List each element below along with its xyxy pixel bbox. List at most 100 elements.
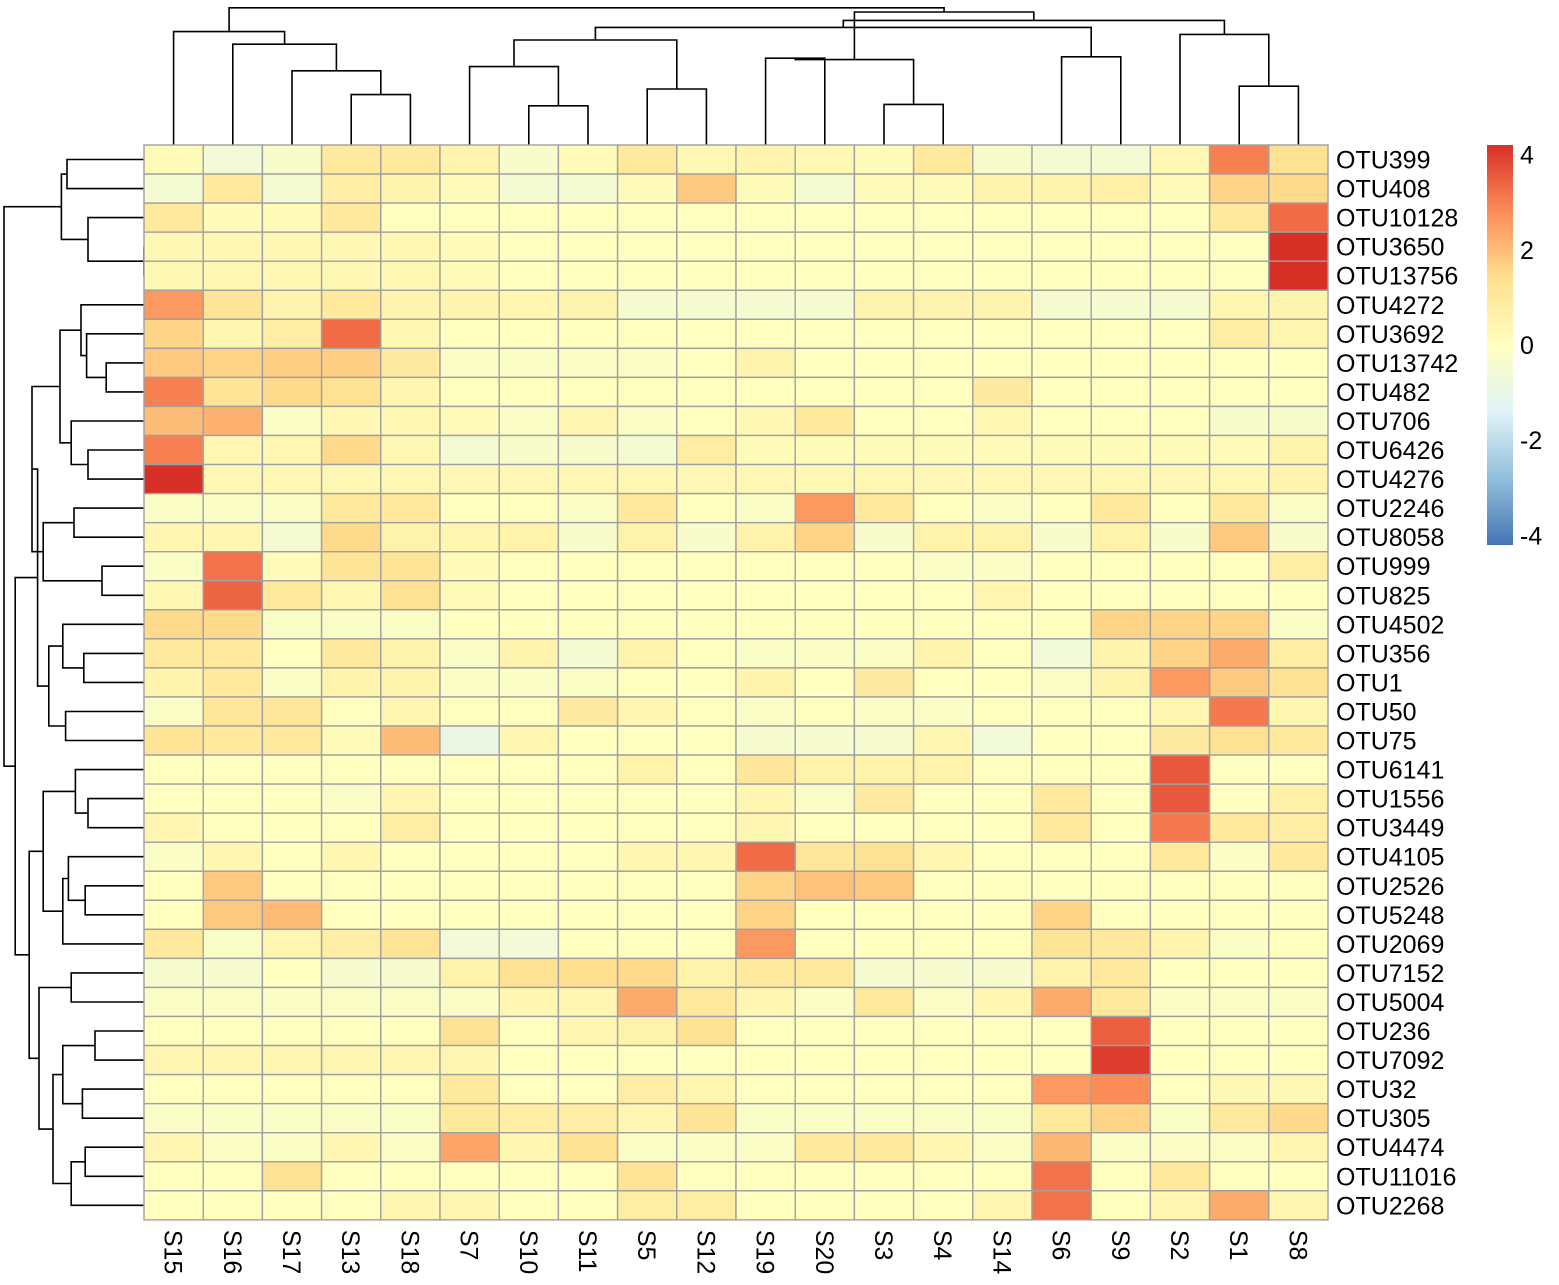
heatmap-cell-OTU13742-S15 xyxy=(143,347,204,379)
row-label: OTU1556 xyxy=(1336,786,1444,814)
heatmap-cell-OTU5004-S4 xyxy=(912,986,974,1018)
heatmap-cell-OTU356-S13 xyxy=(320,638,382,669)
heatmap-cell-OTU4474-S4 xyxy=(912,1131,974,1163)
heatmap-cell-OTU10128-S8 xyxy=(1268,202,1329,233)
heatmap-cell-OTU2069-S17 xyxy=(261,928,323,960)
heatmap-cell-OTU4276-S9 xyxy=(1090,463,1152,495)
heatmap-cell-OTU4474-S13 xyxy=(320,1131,382,1163)
heatmap-cell-OTU482-S11 xyxy=(557,376,619,408)
heatmap-cell-OTU3650-S19 xyxy=(735,231,796,262)
heatmap-cell-OTU825-S16 xyxy=(202,580,264,611)
heatmap-cell-OTU11016-S13 xyxy=(320,1161,382,1192)
heatmap-cell-OTU4474-S15 xyxy=(143,1131,204,1163)
heatmap-cell-OTU5248-S11 xyxy=(557,899,619,931)
heatmap-cell-OTU11016-S9 xyxy=(1090,1161,1152,1192)
heatmap-cell-OTU4272-S17 xyxy=(261,289,323,320)
heatmap-cell-OTU999-S15 xyxy=(143,551,204,582)
heatmap-cell-OTU4502-S1 xyxy=(1208,609,1270,640)
row-label: OTU4276 xyxy=(1336,466,1444,494)
heatmap-cell-OTU5004-S17 xyxy=(261,986,323,1018)
heatmap-cell-OTU4502-S5 xyxy=(616,609,678,640)
dendrogram-branch xyxy=(646,88,708,145)
heatmap-cell-OTU4474-S20 xyxy=(794,1131,856,1163)
heatmap-cell-OTU3449-S19 xyxy=(735,812,796,843)
heatmap-cell-OTU1-S13 xyxy=(320,667,382,698)
heatmap-cell-OTU10128-S20 xyxy=(794,202,856,233)
heatmap-cell-OTU8058-S20 xyxy=(794,521,856,553)
heatmap-cell-OTU236-S7 xyxy=(439,1015,500,1047)
row-label: OTU2526 xyxy=(1336,873,1444,901)
heatmap-cell-OTU4276-S20 xyxy=(794,463,856,495)
heatmap-cell-OTU8058-S5 xyxy=(616,521,678,553)
heatmap-cell-OTU4502-S6 xyxy=(1031,609,1092,640)
heatmap-cell-OTU50-S18 xyxy=(380,696,441,727)
heatmap-cell-OTU6426-S9 xyxy=(1090,434,1152,466)
heatmap-cell-OTU356-S11 xyxy=(557,638,619,669)
heatmap-cell-OTU7152-S3 xyxy=(853,957,915,989)
heatmap-cell-OTU11016-S18 xyxy=(380,1161,441,1192)
heatmap-cell-OTU356-S3 xyxy=(853,638,915,669)
heatmap-cell-OTU3692-S10 xyxy=(498,318,560,350)
heatmap-cell-OTU75-S15 xyxy=(143,725,204,756)
heatmap-cell-OTU3692-S7 xyxy=(439,318,500,350)
heatmap-cell-OTU4474-S18 xyxy=(380,1131,441,1163)
heatmap-cell-OTU6141-S17 xyxy=(261,754,323,785)
heatmap-cell-OTU3692-S18 xyxy=(380,318,441,350)
heatmap-cell-OTU482-S6 xyxy=(1031,376,1092,408)
heatmap-cell-OTU3650-S14 xyxy=(972,231,1033,262)
heatmap-cell-OTU408-S12 xyxy=(676,173,737,204)
heatmap-cell-OTU11016-S20 xyxy=(794,1161,856,1192)
legend-tick-label: -2 xyxy=(1520,427,1542,455)
row-label: OTU5004 xyxy=(1336,989,1444,1017)
heatmap-cell-OTU10128-S14 xyxy=(972,202,1033,233)
heatmap-cell-OTU6141-S6 xyxy=(1031,754,1092,785)
heatmap-cell-OTU1-S19 xyxy=(735,667,796,698)
heatmap-cell-OTU399-S3 xyxy=(853,144,915,175)
dendrogram-branch xyxy=(70,972,144,1003)
heatmap-cell-OTU2069-S5 xyxy=(616,928,678,960)
heatmap-cell-OTU825-S13 xyxy=(320,580,382,611)
heatmap-cell-OTU4105-S4 xyxy=(912,841,974,872)
heatmap-cell-OTU13742-S12 xyxy=(676,347,737,379)
heatmap-cell-OTU305-S8 xyxy=(1268,1102,1329,1134)
heatmap-cell-OTU8058-S19 xyxy=(735,521,796,553)
heatmap-cell-OTU50-S5 xyxy=(616,696,678,727)
heatmap-cell-OTU50-S9 xyxy=(1090,696,1152,727)
column-label: S2 xyxy=(1165,1230,1193,1261)
heatmap-cell-OTU4272-S2 xyxy=(1149,289,1211,320)
heatmap-cell-OTU1-S16 xyxy=(202,667,264,698)
heatmap-cell-OTU408-S10 xyxy=(498,173,560,204)
heatmap-cell-OTU50-S7 xyxy=(439,696,500,727)
heatmap-cell-OTU408-S2 xyxy=(1149,173,1211,204)
heatmap-cell-OTU482-S19 xyxy=(735,376,796,408)
column-label: S6 xyxy=(1047,1230,1075,1261)
row-label: OTU825 xyxy=(1336,582,1430,610)
dendrogram-branch xyxy=(764,57,826,145)
heatmap-cell-OTU13742-S18 xyxy=(380,347,441,379)
row-label: OTU706 xyxy=(1336,408,1430,436)
heatmap-cell-OTU4105-S6 xyxy=(1031,841,1092,872)
heatmap-cell-OTU4502-S13 xyxy=(320,609,382,640)
heatmap-cell-OTU4474-S2 xyxy=(1149,1131,1211,1163)
heatmap-cell-OTU8058-S3 xyxy=(853,521,915,553)
heatmap-cell-OTU50-S10 xyxy=(498,696,560,727)
row-label: OTU7092 xyxy=(1336,1047,1444,1075)
heatmap-cell-OTU3650-S12 xyxy=(676,231,737,262)
heatmap-cell-OTU7152-S4 xyxy=(912,957,974,989)
heatmap-cell-OTU408-S1 xyxy=(1208,173,1270,204)
heatmap-cell-OTU2246-S3 xyxy=(853,492,915,524)
heatmap-cell-OTU4276-S10 xyxy=(498,463,560,495)
heatmap-cell-OTU8058-S17 xyxy=(261,521,323,553)
heatmap-cell-OTU50-S3 xyxy=(853,696,915,727)
heatmap-cell-OTU6141-S18 xyxy=(380,754,441,785)
heatmap-cell-OTU3449-S12 xyxy=(676,812,737,843)
heatmap-cell-OTU4272-S7 xyxy=(439,289,500,320)
heatmap-cell-OTU50-S8 xyxy=(1268,696,1329,727)
dendrogram-branch xyxy=(883,103,944,145)
heatmap-cell-OTU75-S19 xyxy=(735,725,796,756)
heatmap-cell-OTU4272-S3 xyxy=(853,289,915,320)
heatmap-cell-OTU3692-S11 xyxy=(557,318,619,350)
heatmap-cell-OTU75-S14 xyxy=(972,725,1033,756)
heatmap-cell-OTU2526-S16 xyxy=(202,870,264,901)
heatmap-cell-OTU999-S4 xyxy=(912,551,974,582)
